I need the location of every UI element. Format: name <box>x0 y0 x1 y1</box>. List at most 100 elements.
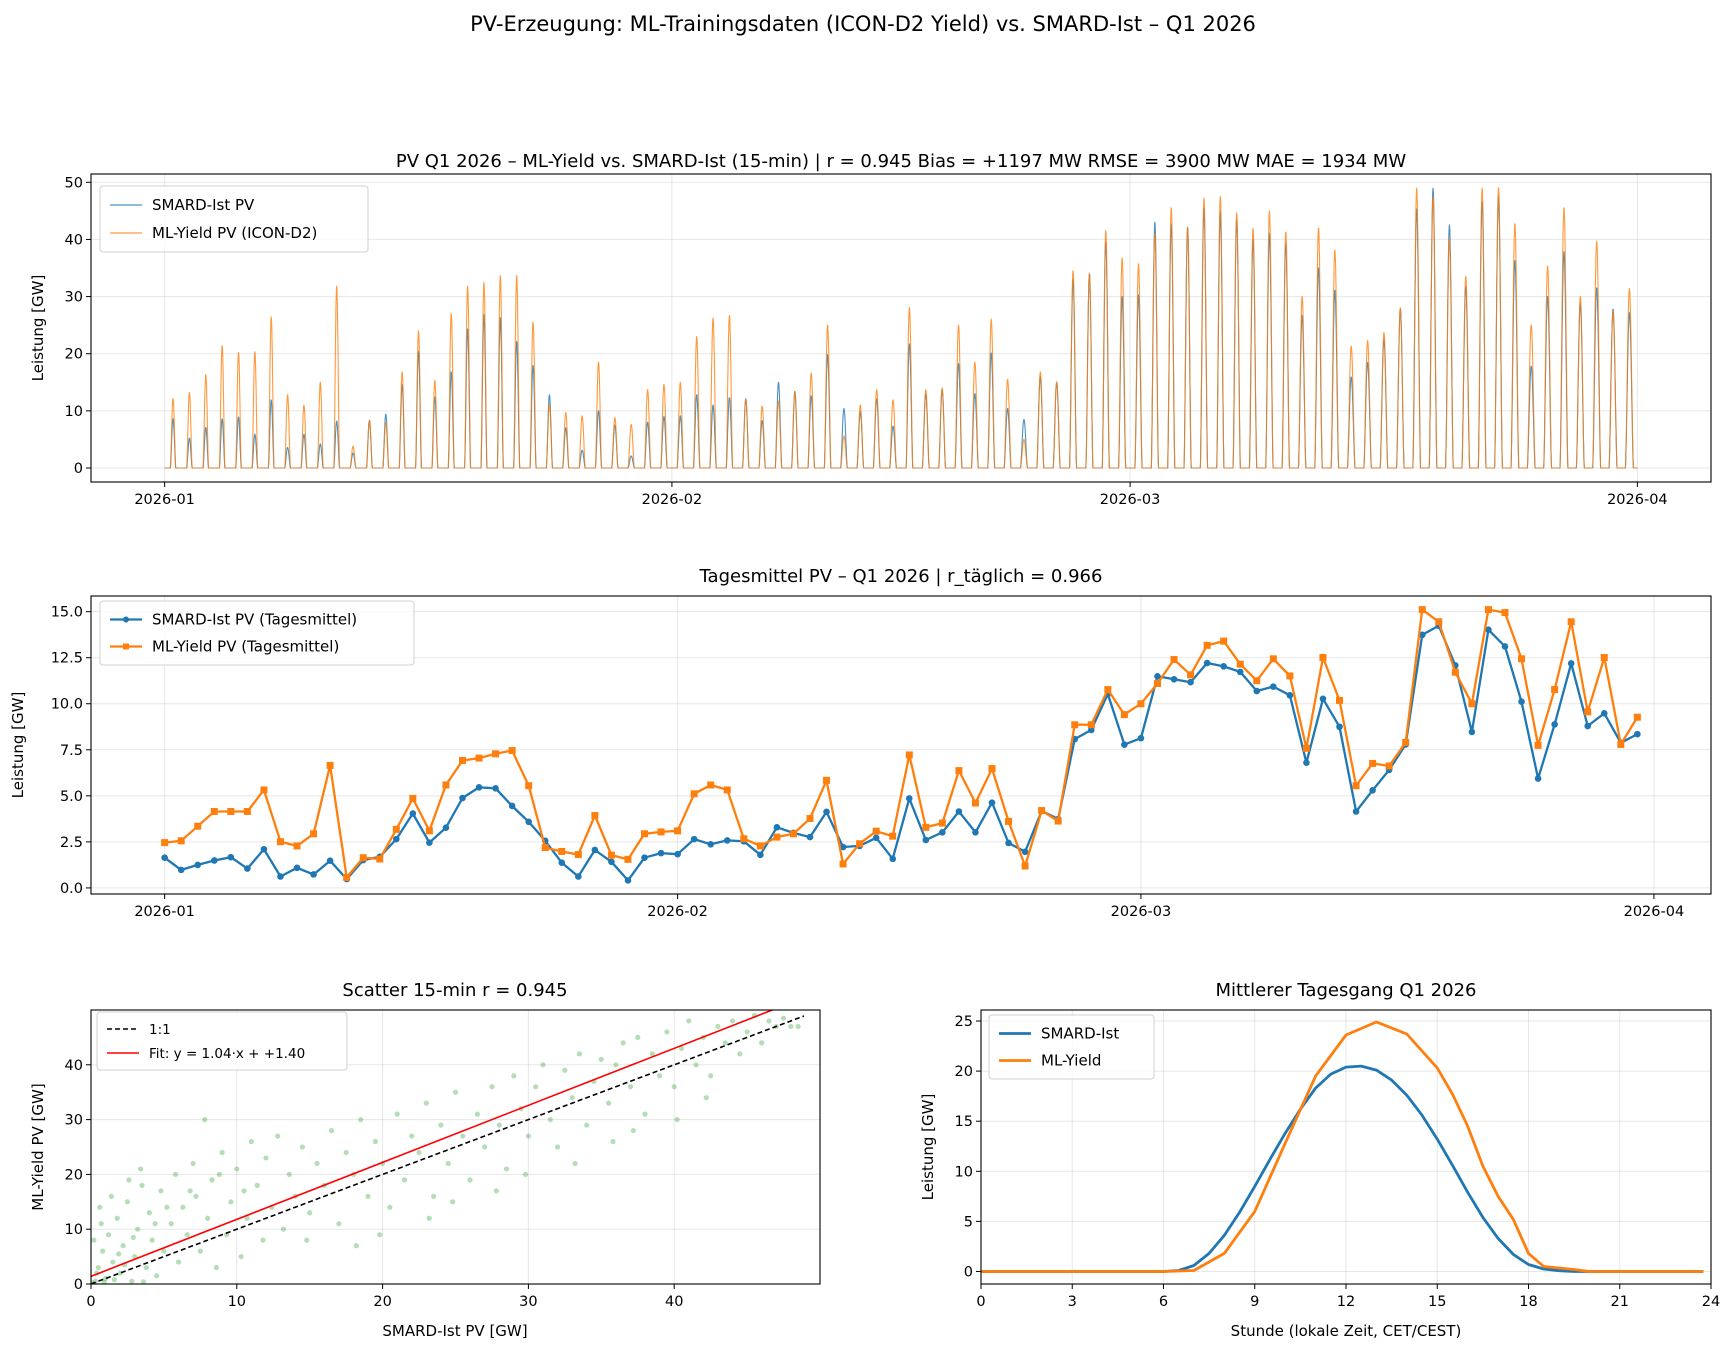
chart2-point-smard <box>1352 808 1360 815</box>
chart2-point-smard <box>1369 787 1376 794</box>
chart2-ytick-label: 5.0 <box>60 789 83 805</box>
chart2-point-smard <box>839 843 847 851</box>
chart2-point-ml-yield <box>839 860 847 868</box>
chart3-scatter-point <box>263 1155 269 1161</box>
chart2-point-ml-yield <box>1567 618 1575 626</box>
chart3-scatter-point <box>129 1278 135 1284</box>
chart2-point-smard <box>1253 687 1261 695</box>
chart2-point-ml-yield <box>210 807 218 815</box>
chart3-scatter-point <box>627 1084 634 1090</box>
chart3-ytick-label: 40 <box>65 1058 83 1074</box>
chart3-scatter-point <box>238 1254 244 1260</box>
chart3-scatter-point <box>554 1144 561 1150</box>
chart2-point-smard <box>293 864 301 872</box>
chart2-point-ml-yield <box>872 827 880 835</box>
chart2-point-smard <box>955 808 963 815</box>
chart3-scatter-point <box>664 1029 670 1035</box>
chart2-point-smard <box>889 855 897 863</box>
chart2-point-ml-yield <box>1319 654 1327 662</box>
chart3-scatter-point <box>130 1234 136 1241</box>
chart4-series-line-ml-yield <box>981 1020 1704 1273</box>
chart2-point-ml-yield <box>1451 668 1459 676</box>
chart3-scatter-point <box>140 1279 147 1284</box>
chart3-scatter-point <box>377 1232 383 1238</box>
chart3-scatter-point <box>795 1023 801 1030</box>
chart2-point-smard <box>988 799 996 806</box>
chart3-scatter-point <box>149 1237 155 1243</box>
chart2-point-ml-yield <box>773 833 781 841</box>
chart4-xtick-label: 9 <box>1250 1294 1259 1310</box>
legend-box <box>99 600 415 666</box>
chart3-scatter-point <box>547 1117 553 1123</box>
chart2-point-ml-yield <box>409 794 417 802</box>
chart2-point-ml-yield <box>492 750 500 758</box>
chart2-point-ml-yield <box>1352 782 1360 790</box>
chart2-point-smard <box>1319 695 1327 703</box>
chart3-scatter-point <box>254 1182 260 1188</box>
chart4-ytick-label: 25 <box>955 1014 973 1030</box>
chart2-point-smard <box>1270 683 1277 690</box>
chart2-point-smard <box>1137 734 1145 742</box>
chart4-xtick-label: 6 <box>1159 1294 1168 1310</box>
legend-label: ML-Yield PV (ICON-D2) <box>152 224 317 242</box>
chart1-xtick-label: 2026-02 <box>642 492 703 508</box>
chart2-point-ml-yield <box>293 842 301 850</box>
chart3-scatter-point <box>95 1264 101 1271</box>
chart2-point-smard <box>872 834 880 842</box>
chart3-ytick-label: 0 <box>74 1277 83 1293</box>
chart2-point-ml-yield <box>1269 655 1277 663</box>
chart2-ytick-label: 2.5 <box>60 835 83 851</box>
chart2-point-smard <box>1303 759 1310 766</box>
legend-label: ML-Yield <box>1041 1052 1101 1070</box>
chart3-scatter-point <box>642 1111 648 1117</box>
chart2-point-ml-yield <box>260 786 268 794</box>
chart1-axes-frame <box>90 173 1712 483</box>
chart3-scatter-point <box>91 1237 97 1243</box>
chart2-point-smard <box>442 824 450 831</box>
chart3-scatter-point <box>101 1279 107 1284</box>
chart3-scatter-point <box>703 1095 709 1101</box>
chart1-legend: SMARD-Ist PV ML-Yield PV (ICON-D2) <box>99 185 369 253</box>
chart2-point-smard <box>177 866 185 874</box>
chart2-point-smard <box>1203 659 1211 667</box>
chart3-scatter-point <box>489 1084 495 1090</box>
chart3-scatter-point <box>202 1117 208 1123</box>
chart3-axes-frame <box>90 1009 821 1285</box>
legend-marker <box>123 616 129 623</box>
chart2-point-smard <box>1286 691 1294 699</box>
chart4-xtick-label: 24 <box>1702 1294 1720 1310</box>
chart4-series-line-smard <box>981 1064 1704 1273</box>
chart3-scatter-point <box>722 1040 728 1046</box>
chart2-point-smard <box>905 795 913 802</box>
chart3-scatter-point <box>275 1133 281 1139</box>
chart2-point-smard <box>459 794 466 802</box>
chart3-scatter-point <box>216 1171 222 1177</box>
chart3-scatter-point <box>126 1177 132 1183</box>
chart2-point-ml-yield <box>690 790 698 798</box>
chart3-scatter-point <box>193 1193 199 1199</box>
chart4-xtick-label: 12 <box>1337 1294 1355 1310</box>
chart3-scatter-point <box>598 1056 604 1062</box>
chart4-xtick-label: 3 <box>1068 1294 1077 1310</box>
chart1-xtick-label: 2026-03 <box>1100 492 1161 508</box>
chart3-ytick-label: 20 <box>65 1167 83 1183</box>
chart3-scatter-point <box>280 1226 287 1232</box>
chart2-point-ml-yield <box>707 781 715 789</box>
chart2-point-smard <box>1005 839 1012 847</box>
chart3-scatter-point <box>152 1221 158 1227</box>
chart2-point-ml-yield <box>1054 817 1062 825</box>
chart2-point-ml-yield <box>541 844 549 852</box>
chart2-point-ml-yield <box>1286 672 1294 680</box>
chart2-point-ml-yield <box>1534 741 1542 749</box>
chart2-point-smard <box>757 851 764 859</box>
chart2-point-smard <box>194 861 202 869</box>
chart3-scatter-point <box>209 1177 215 1183</box>
chart4-xtick-label: 18 <box>1519 1294 1537 1310</box>
chart2-point-ml-yield <box>1153 679 1161 687</box>
chart3-scatter-point <box>452 1089 459 1095</box>
chart2-xtick-label: 2026-01 <box>134 904 195 920</box>
chart3-scatter-point <box>671 1084 677 1090</box>
chart3-scatter-point <box>184 1232 190 1238</box>
chart3-scatter-point <box>100 1248 106 1254</box>
chart2-point-ml-yield <box>823 776 831 784</box>
